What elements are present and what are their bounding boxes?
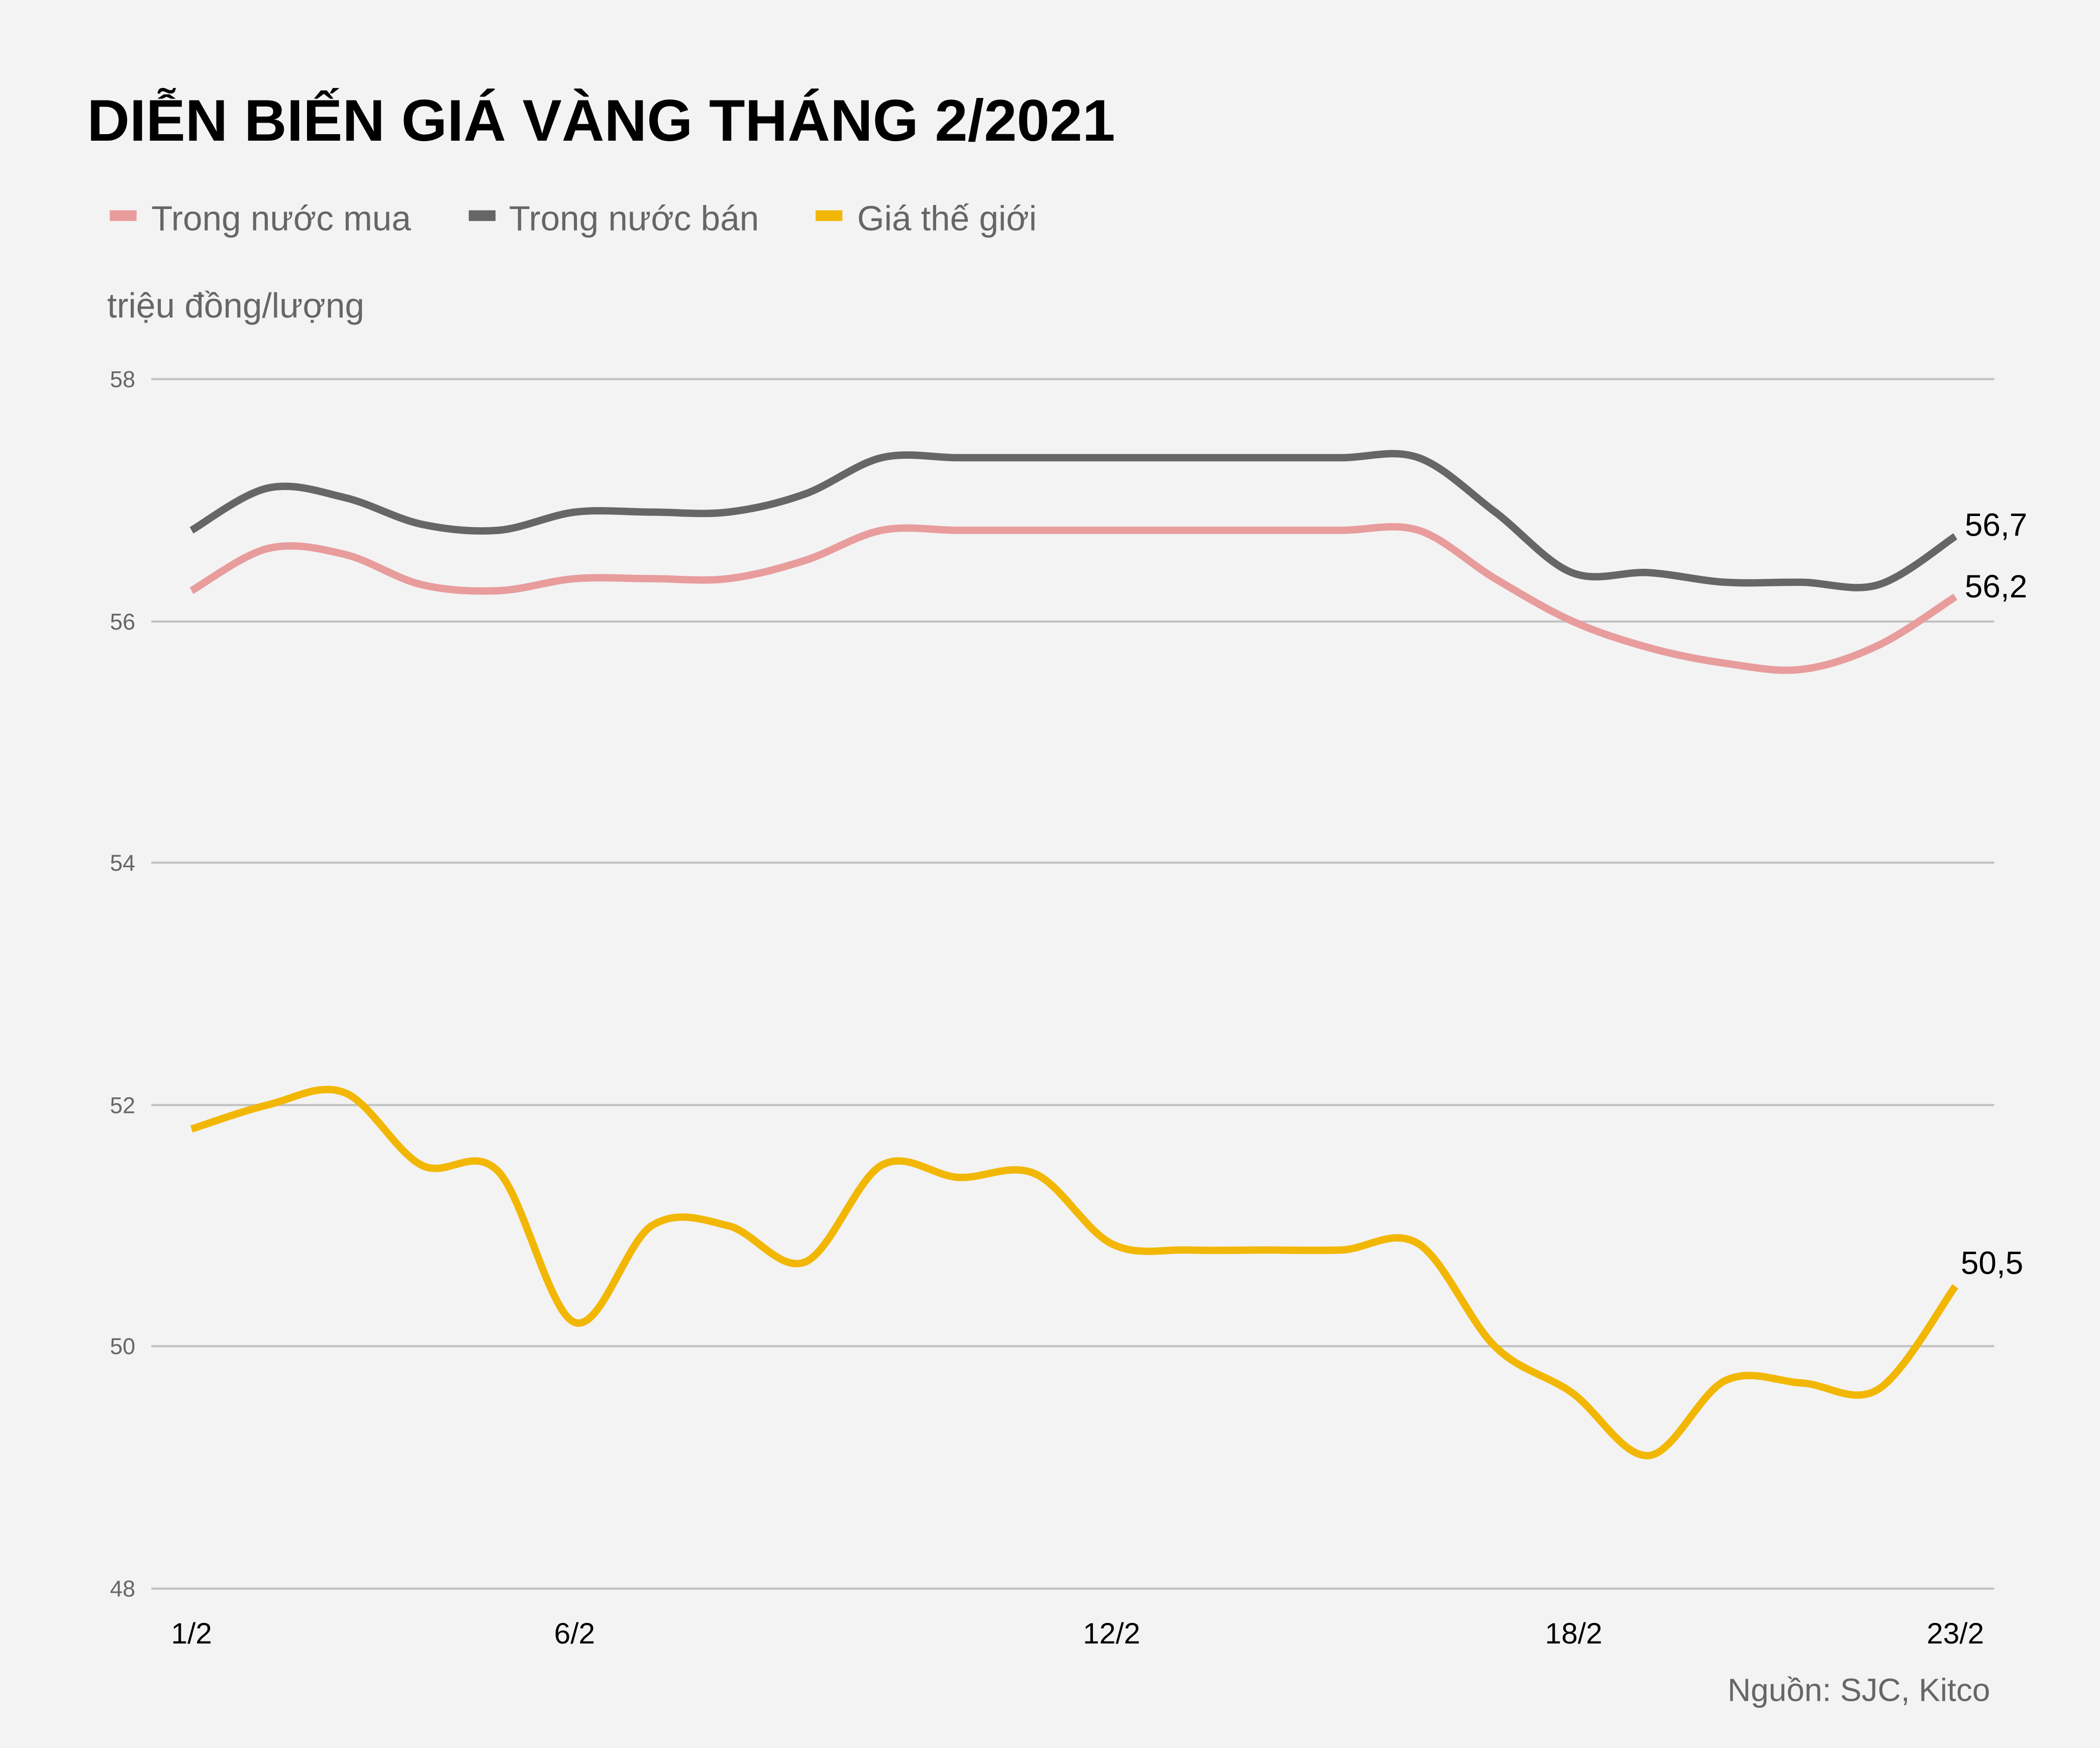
x-tick-label: 6/2 [554,1617,595,1650]
end-label-ban: 56,7 [1965,506,2027,543]
y-tick-label: 54 [110,850,135,876]
x-tick-label: 18/2 [1545,1617,1603,1650]
y-axis-ticks: 58 56 54 52 50 48 [110,366,135,1601]
x-tick-label: 12/2 [1083,1617,1140,1650]
legend: Trong nước mua Trong nước bán Giá thế gi… [110,199,1037,238]
gridlines [151,378,1994,1590]
legend-swatch-mua [110,210,137,221]
legend-swatch-ban [468,210,496,221]
y-axis-unit-label: triệu đồng/lượng [107,286,364,325]
x-tick-label: 1/2 [171,1617,212,1650]
legend-item-mua: Trong nước mua [110,199,411,238]
y-tick-label: 58 [110,366,135,392]
y-tick-label: 48 [110,1576,135,1602]
end-labels: 56,7 56,2 50,5 [1961,506,2027,1281]
y-tick-label: 50 [110,1333,135,1359]
legend-label-the-gioi: Giá thế giới [857,199,1037,238]
legend-item-ban: Trong nước bán [468,199,759,238]
line-trong-nuoc-mua [189,523,1958,674]
legend-label-mua: Trong nước mua [151,199,411,238]
series-layer [189,450,1959,1460]
source-note: Nguồn: SJC, Kitco [1728,1672,1990,1708]
x-tick-label: 23/2 [1927,1617,1984,1650]
end-label-mua: 56,2 [1965,568,2027,604]
legend-item-the-gioi: Giá thế giới [816,199,1037,238]
y-tick-label: 52 [110,1092,135,1118]
legend-swatch-the-gioi [816,210,843,221]
x-axis-ticks: 1/2 6/2 12/2 18/2 23/2 [171,1617,1984,1650]
line-gia-the-gioi [190,1085,1959,1460]
legend-label-ban: Trong nước bán [509,199,759,238]
end-label-the-gioi: 50,5 [1961,1245,2023,1281]
chart-title: DIỄN BIẾN GIÁ VÀNG THÁNG 2/2021 [87,87,1115,153]
line-trong-nuoc-ban [189,450,1958,591]
y-tick-label: 56 [110,609,135,635]
